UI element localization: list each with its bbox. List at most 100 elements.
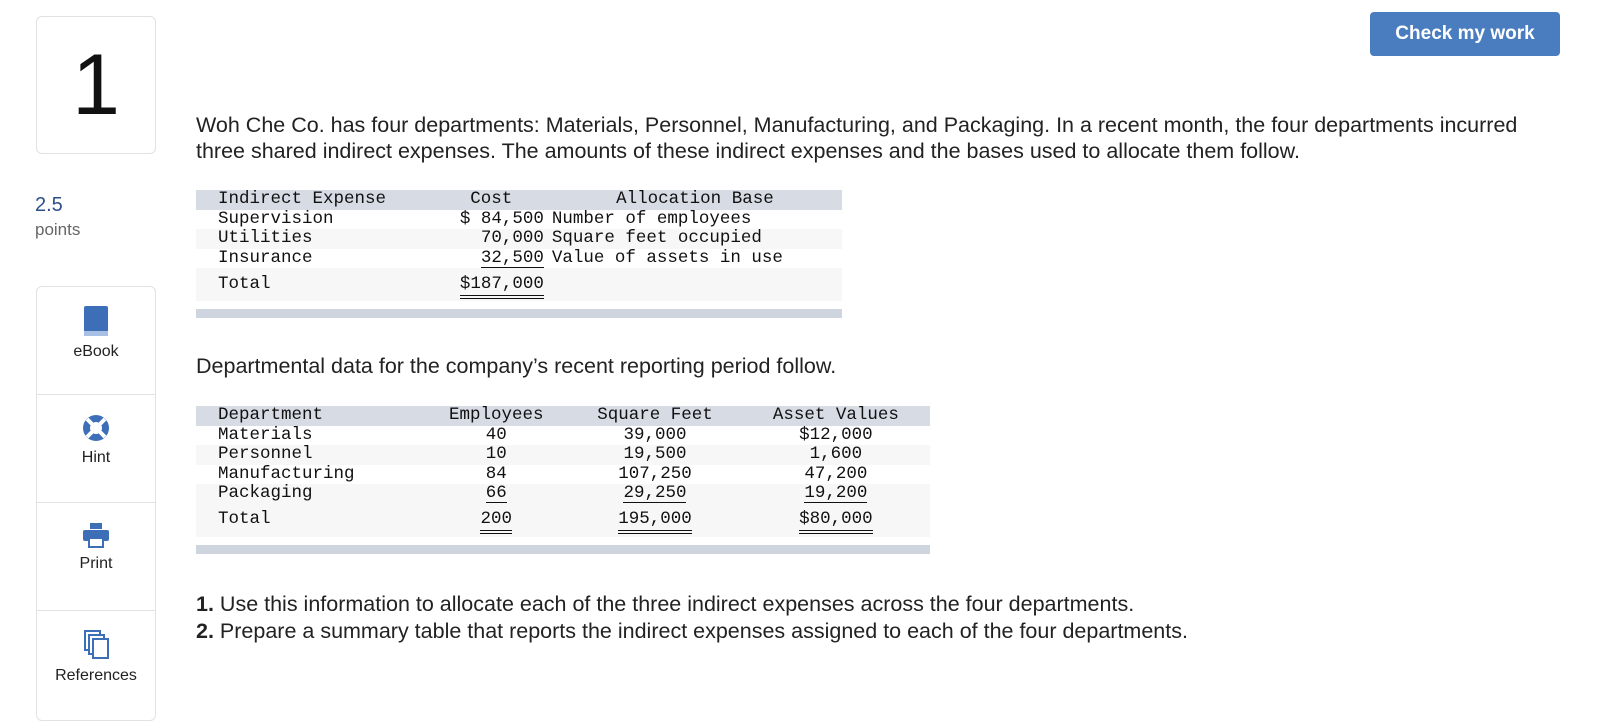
data-row: Insurance 32,500 Value of assets in use [196, 247, 842, 269]
table-bar [196, 309, 842, 318]
cell-text: Packaging [218, 483, 313, 503]
cell-text: 200 [480, 509, 512, 535]
data-row: Packaging 66 29,250 19,200 [196, 483, 930, 504]
total-cell: Total [196, 268, 435, 301]
tool-label: References [55, 667, 137, 684]
total-cell: 200 [424, 503, 569, 537]
instruction: 2. Prepare a summary table that reports … [196, 618, 1188, 645]
cell-text: Square feet occupied [551, 228, 762, 248]
data-row: Personnel 10 19,500 1,600 [196, 444, 930, 465]
cell-text: 70,000 [480, 228, 544, 248]
data-cell: Personnel [196, 444, 425, 465]
references-icon [84, 630, 109, 659]
data-cell: 70,000 [434, 228, 548, 249]
ebook-icon [84, 306, 108, 336]
data-cell: Number of employees [548, 208, 842, 230]
data-cell: Insurance [196, 247, 435, 269]
points-value: 2.5 [35, 194, 63, 216]
cell-text: Personnel [218, 444, 313, 464]
data-cell: 29,250 [568, 483, 742, 504]
data-cell: 107,250 [568, 463, 741, 485]
cell-text: $80,000 [799, 509, 873, 535]
instructions: 1. Use this information to allocate each… [196, 591, 1188, 645]
cell-text: 195,000 [618, 509, 692, 535]
total-cell: 195,000 [568, 503, 742, 537]
data-cell: $ 84,500 [435, 208, 548, 230]
department-table: Department Employees Square Feet Asset Valu… [196, 405, 930, 537]
instruction-text: Use this information to allocate each of… [219, 592, 1135, 616]
data-row: Utilities 70,000 Square feet occupied [196, 228, 842, 249]
cell-text: 107,250 [618, 463, 692, 484]
expense-table: Indirect Expense Cost Allocation Base Super… [196, 189, 842, 301]
data-cell: 10 [424, 444, 569, 465]
print-icon [83, 523, 109, 548]
cell-text: Supervision [218, 208, 334, 229]
ebook-tool[interactable]: eBook [37, 305, 155, 395]
cell-text: 66 [485, 483, 507, 503]
header-cell: Square Feet [568, 405, 742, 426]
cell-text: 32,500 [480, 247, 544, 268]
total-cell: $80,000 [741, 503, 930, 537]
intro-text: Woh Che Co. has four departments: Materi… [196, 113, 1518, 163]
data-cell: $12,000 [742, 424, 930, 446]
data-cell: 19,200 [741, 484, 930, 504]
cell-text: 10 [485, 444, 507, 464]
data-cell: 39,000 [568, 424, 741, 446]
cell-text: $12,000 [799, 424, 873, 445]
cell-text: Utilities [218, 228, 313, 248]
data-cell: Materials [196, 424, 424, 446]
cell-text: 40 [485, 424, 507, 445]
header-cell: Asset Values [741, 405, 930, 426]
department-table-wrap: Department Employees Square Feet Asset Valu… [196, 405, 930, 554]
tool-label: Print [79, 555, 113, 572]
header-cell: Department [196, 405, 425, 426]
tool-label: eBook [73, 343, 119, 360]
cell-text: Insurance [218, 247, 313, 268]
header-row: Indirect Expense Cost Allocation Base [196, 189, 842, 210]
data-cell: Utilities [196, 228, 435, 249]
data-cell: Square feet occupied [547, 228, 842, 249]
tool-panel: eBook Hint Print References [36, 286, 156, 721]
data-cell: 1,600 [741, 444, 930, 465]
cell-text: Materials [218, 424, 313, 445]
cell-text: 84 [485, 463, 507, 484]
data-cell: 19,500 [568, 444, 742, 465]
paragraph: Departmental data for the company’s rece… [196, 354, 837, 378]
data-cell: 66 [424, 483, 569, 504]
data-cell: 84 [424, 463, 568, 485]
cell-text: Manufacturing [218, 463, 355, 484]
cell-text: 29,250 [623, 483, 687, 503]
header-cell: Cost [434, 189, 548, 210]
data-cell: Value of assets in use [548, 247, 842, 269]
instruction-text: Prepare a summary table that reports the… [219, 619, 1188, 643]
header-cell: Allocation Base [547, 189, 842, 210]
cell-text: 39,000 [623, 424, 687, 445]
header-cell: Indirect Expense [196, 189, 435, 210]
cell-text: $ 84,500 [459, 208, 544, 229]
references-tool[interactable]: References [37, 629, 155, 720]
instruction-number: 2. [196, 619, 214, 643]
cell-text: Total [218, 509, 271, 530]
cell-text: Number of employees [551, 208, 752, 229]
data-cell: 32,500 [435, 249, 548, 269]
data-cell: 47,200 [742, 463, 930, 485]
print-tool[interactable]: Print [37, 521, 155, 611]
instruction-number: 1. [196, 592, 214, 616]
cell-text: Value of assets in use [551, 247, 783, 268]
data-cell: Supervision [196, 208, 435, 230]
table-bar [196, 544, 930, 554]
tool-label: Hint [81, 449, 111, 466]
instruction: 1. Use this information to allocate each… [196, 591, 1188, 618]
cell-text: 1,600 [809, 444, 863, 464]
points-label: points [35, 220, 81, 239]
cell-text: 19,500 [623, 444, 687, 464]
cell-text: 47,200 [804, 463, 868, 484]
hint-tool[interactable]: Hint [37, 413, 155, 503]
expense-table-wrap: Indirect Expense Cost Allocation Base Super… [196, 189, 842, 318]
page: 1 2.5 points eBook Hint Print References… [35, 12, 1560, 721]
data-cell: Manufacturing [196, 463, 424, 485]
data-cell: Packaging [196, 483, 425, 504]
check-button[interactable]: Check my work [1370, 12, 1560, 56]
total-cell [547, 268, 842, 301]
data-row: Materials 40 39,000 $12,000 [196, 424, 930, 446]
